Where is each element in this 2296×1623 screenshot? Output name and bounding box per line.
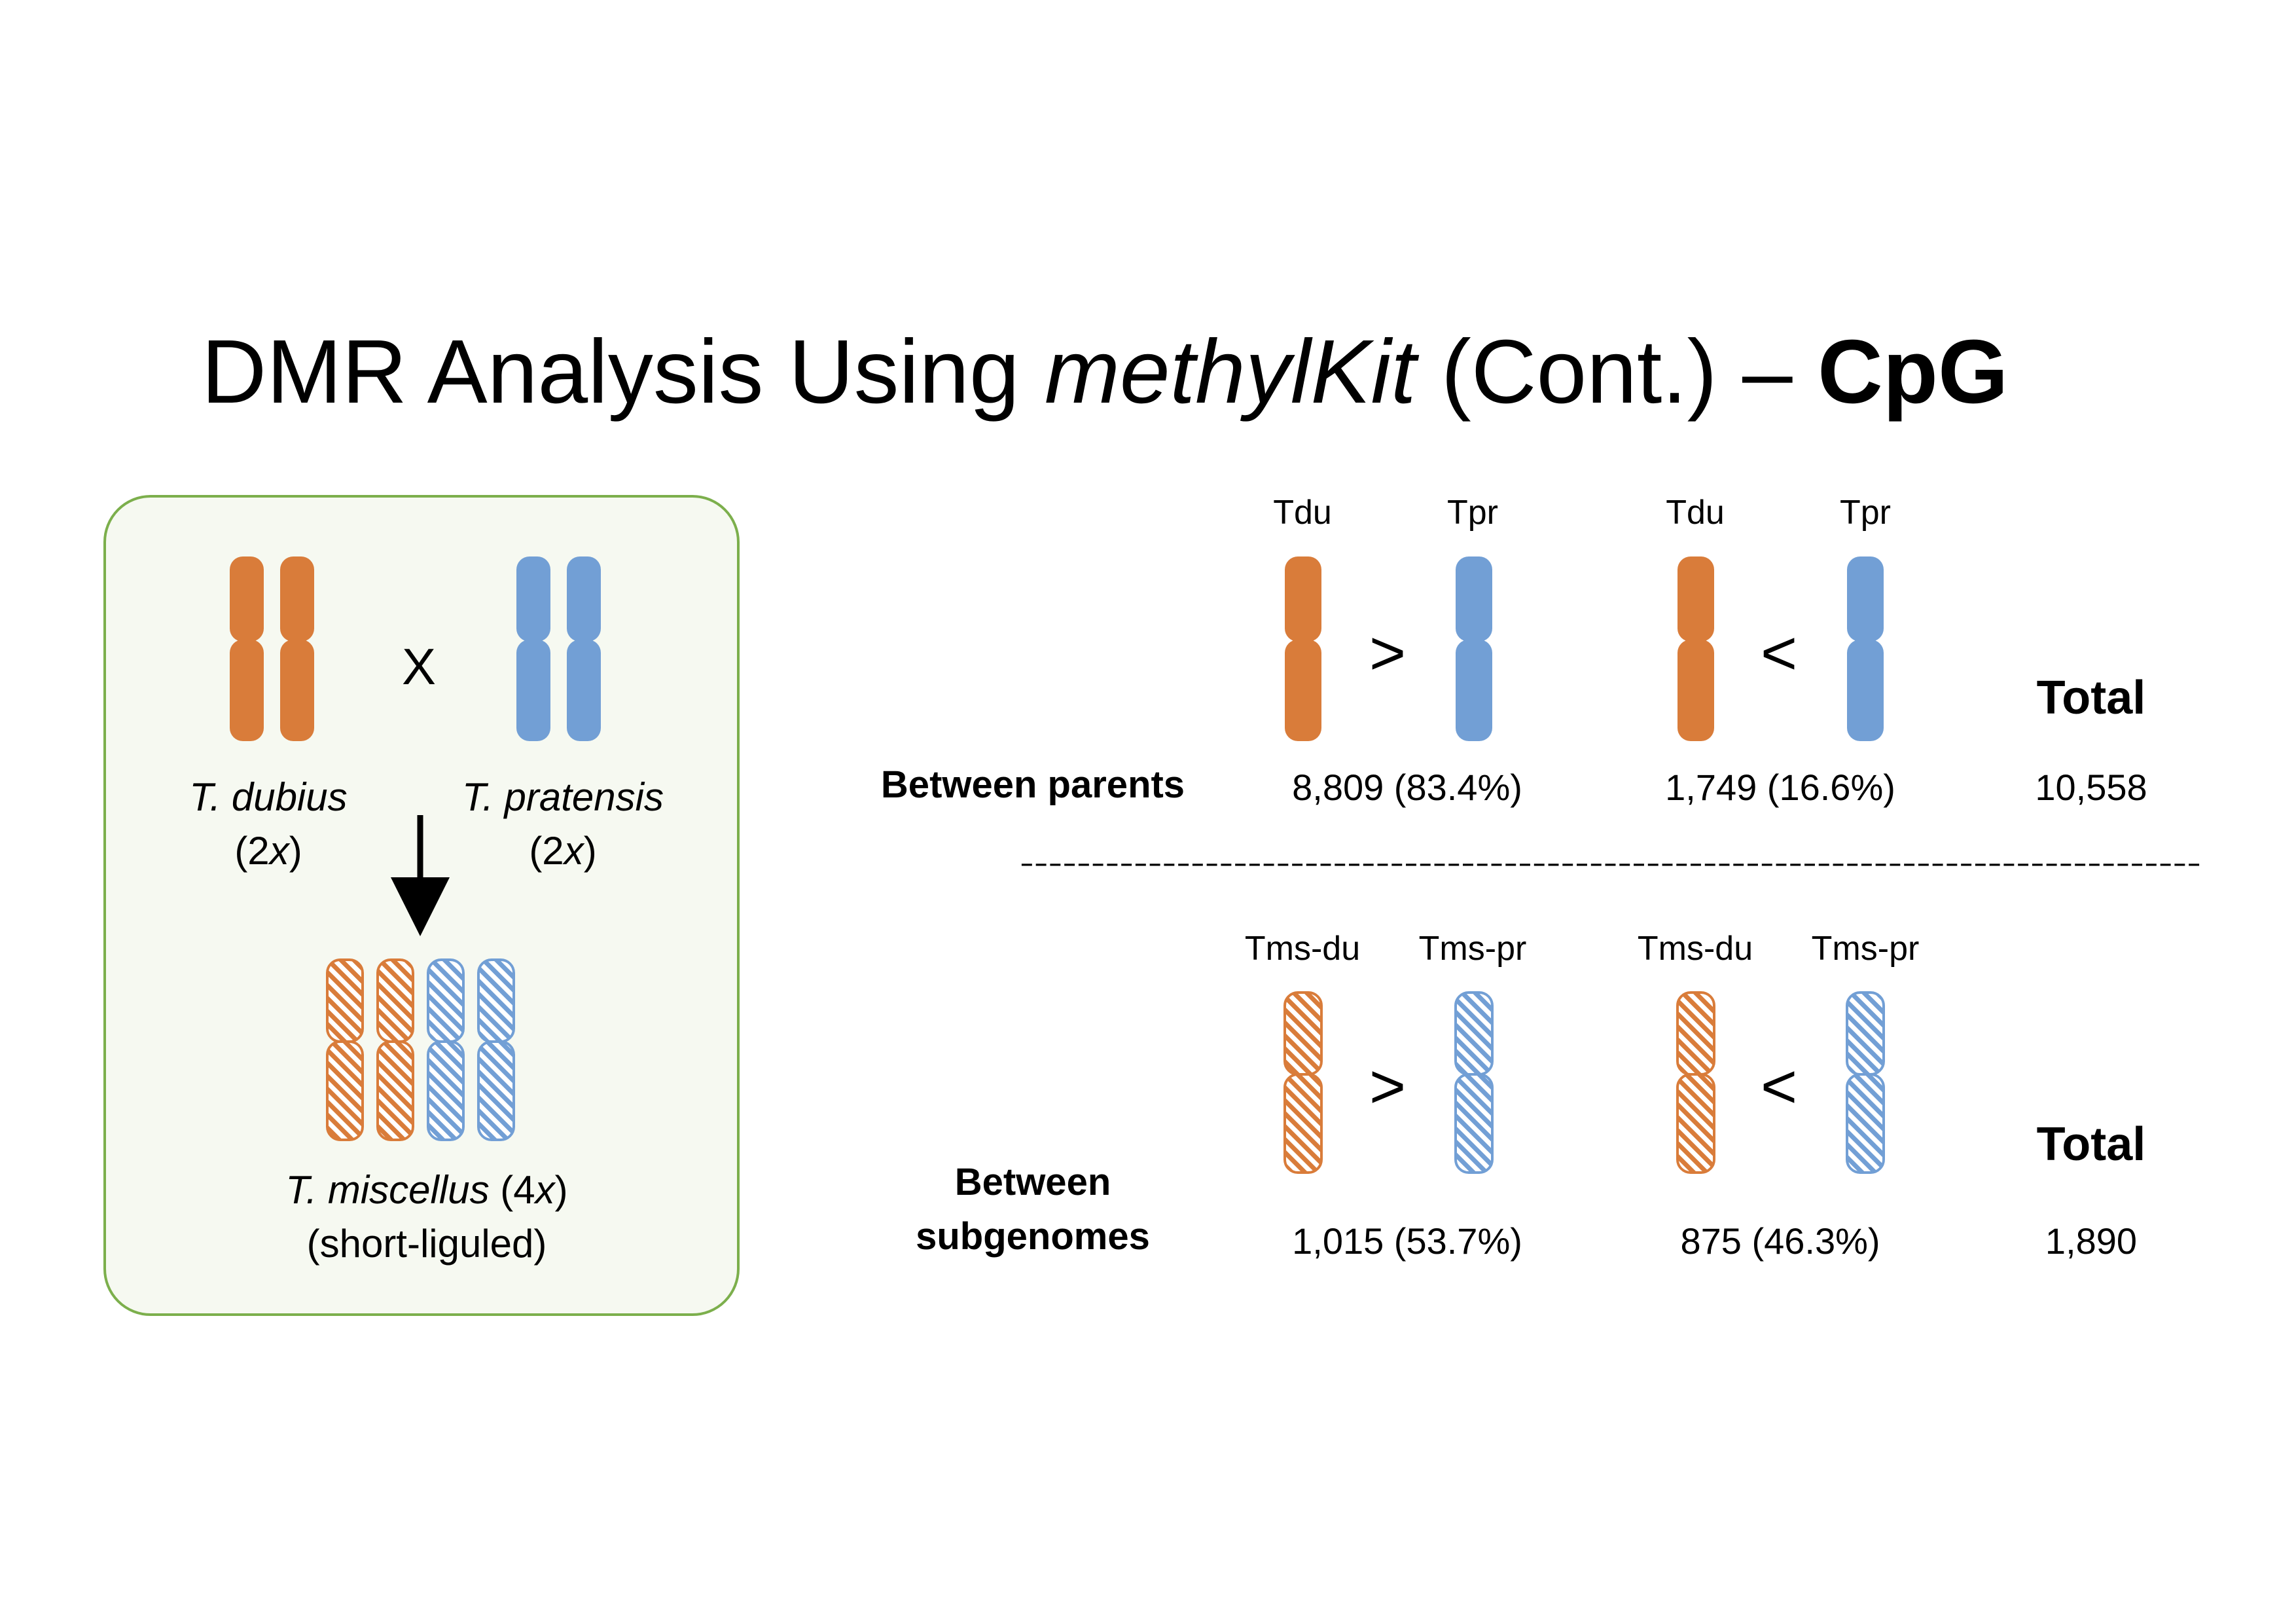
parents-comparison: Tdu Tpr Tdu Tpr > < Total Between parent… [881, 494, 2147, 808]
chromosome-orange [280, 556, 314, 741]
col2-right-label: Tpr [1840, 494, 1891, 532]
parent2-ploidy: (2x) [529, 829, 596, 873]
chromosome-blue [516, 556, 550, 741]
col1-right-label: Tpr [1447, 494, 1498, 532]
hybrid-note: (short-liguled) [307, 1222, 547, 1266]
less-than-symbol: < [1761, 1051, 1797, 1122]
col1-count: 8,809 (83.4%) [1292, 767, 1522, 808]
col2-count: 875 (46.3%) [1680, 1220, 1880, 1262]
row-label: Between parents [881, 763, 1185, 806]
chromosome-orange [1677, 556, 1714, 741]
tdubius-chromosomes [230, 556, 314, 741]
parent1-ploidy: (2x) [234, 829, 302, 873]
col1-left-label: Tms-du [1245, 930, 1360, 968]
col1-right-label: Tms-pr [1419, 930, 1527, 968]
total-value: 10,558 [2035, 767, 2147, 808]
less-than-symbol: < [1761, 618, 1797, 688]
total-value: 1,890 [2045, 1220, 2137, 1262]
chromosome-orange [1285, 556, 1321, 741]
parent2-name: T. pratensis [462, 775, 664, 819]
chromosome-orange-hatched [326, 958, 364, 1141]
chromosome-orange-hatched [1283, 991, 1323, 1174]
chromosome-blue-hatched [477, 958, 515, 1141]
section-divider: ----------------------------------------… [1020, 847, 2201, 878]
chromosome-blue [1847, 556, 1884, 741]
row-label-line1: Between [955, 1161, 1111, 1203]
col1-count: 1,015 (53.7%) [1292, 1220, 1522, 1262]
chromosome-blue-hatched [427, 958, 465, 1141]
title-part-4: CpG [1818, 321, 2008, 422]
chromosome-blue-hatched [1846, 991, 1885, 1174]
subgenomes-comparison: Tms-du Tms-pr Tms-du Tms-pr > < Total Be… [916, 930, 2145, 1262]
col2-left-label: Tdu [1666, 494, 1725, 532]
tpratensis-chromosomes [516, 556, 601, 741]
hybridization-panel: X T. dubius (2x) T. pratensis (2x) [103, 495, 740, 1316]
title-part-2: methylKit [1045, 321, 1420, 422]
page-title: DMR Analysis Using methylKit (Cont.) – C… [202, 321, 2009, 422]
chromosome-blue [567, 556, 601, 741]
chromosome-orange [230, 556, 264, 741]
hybrid-name: T. miscellus (4x) [285, 1168, 567, 1212]
col2-right-label: Tms-pr [1812, 930, 1920, 968]
total-label: Total [2037, 672, 2146, 724]
col1-left-label: Tdu [1273, 494, 1332, 532]
title-part-1: DMR Analysis Using [202, 321, 1045, 422]
chromosome-blue [1456, 556, 1492, 741]
chromosome-blue-hatched [1454, 991, 1494, 1174]
chromosome-orange-hatched [1676, 991, 1715, 1174]
col2-left-label: Tms-du [1638, 930, 1753, 968]
greater-than-symbol: > [1369, 1051, 1406, 1122]
total-label: Total [2037, 1118, 2146, 1171]
chromosome-orange-hatched [376, 958, 414, 1141]
title-part-3: (Cont.) – [1416, 321, 1818, 422]
greater-than-symbol: > [1369, 618, 1406, 688]
col2-count: 1,749 (16.6%) [1665, 767, 1895, 808]
row-label-line2: subgenomes [916, 1215, 1150, 1258]
tmiscellus-chromosomes [326, 958, 515, 1141]
parent1-name: T. dubius [189, 775, 347, 819]
cross-symbol: X [402, 638, 436, 695]
